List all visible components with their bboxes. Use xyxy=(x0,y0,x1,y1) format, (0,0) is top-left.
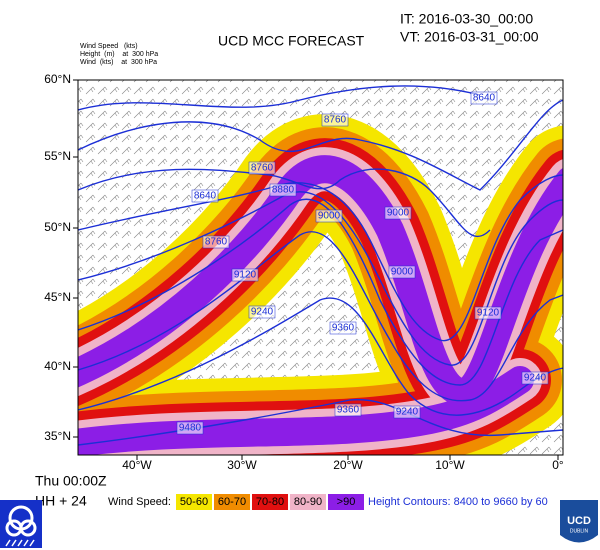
legend-line: Wind (kts) at 300 hPa xyxy=(80,59,157,66)
lead-time: HH + 24 xyxy=(35,493,87,509)
contour-label: 9240 xyxy=(396,407,419,418)
contour-label: 8880 xyxy=(272,185,295,196)
contour-label: 8760 xyxy=(324,115,347,126)
lat-label: 50°N xyxy=(44,220,71,234)
init-time: IT: 2016-03-30_00:00 xyxy=(400,11,533,27)
wind-bin-swatch xyxy=(290,494,326,510)
contour-label-box xyxy=(521,371,549,385)
logo-name: UCD xyxy=(567,515,591,527)
contour-label-box xyxy=(269,183,297,197)
contour-label-box xyxy=(315,209,343,223)
contour-label: 8760 xyxy=(205,237,228,248)
lon-label: 0° xyxy=(552,458,564,472)
contour-label: 9360 xyxy=(332,323,355,334)
lat-label: 55°N xyxy=(44,149,71,163)
wind-bin-label: 80-90 xyxy=(294,496,322,508)
contour-label-box xyxy=(474,306,502,320)
contour-label: 9000 xyxy=(318,211,341,222)
wind-bin-label: >90 xyxy=(337,496,356,508)
wind-bin-label: 50-60 xyxy=(180,496,208,508)
wind-speed-label: Wind Speed: xyxy=(108,496,171,508)
jet-band xyxy=(78,155,563,407)
contour-label-box xyxy=(248,305,276,319)
lon-label: 30°W xyxy=(227,458,257,472)
lon-label: 10°W xyxy=(435,458,465,472)
contour-label-box xyxy=(231,268,259,282)
contour-label: 9120 xyxy=(234,270,257,281)
contour-label: 9240 xyxy=(251,307,274,318)
jet-stream xyxy=(78,114,563,455)
contour-label: 9000 xyxy=(391,267,414,278)
lat-label: 35°N xyxy=(44,429,71,443)
contour-label-layer: 8640 8760 8760 8880 8640 8760 9000 9000 9000 9120… xyxy=(176,91,549,435)
logo-place: DUBLIN xyxy=(570,528,589,534)
contour-label-box xyxy=(329,321,357,335)
wind-bin-label: 70-80 xyxy=(256,496,284,508)
contour-label-box xyxy=(334,403,362,417)
contour-label: 9000 xyxy=(387,208,410,219)
lon-label: 40°W xyxy=(122,458,152,472)
mcc-logo xyxy=(0,500,42,548)
lon-label: 20°W xyxy=(333,458,363,472)
contours-note: Height Contours: 8400 to 9660 by 60 xyxy=(368,496,548,508)
contour-label-box xyxy=(388,265,416,279)
wind-bin-swatch xyxy=(176,494,212,510)
contour-label-box xyxy=(321,113,349,127)
legend-line: Wind Speed (kts) xyxy=(80,43,138,50)
wind-bin-swatch xyxy=(252,494,288,510)
wind-bin-label: 60-70 xyxy=(218,496,246,508)
contour-label: 8640 xyxy=(473,93,496,104)
contour-label-box xyxy=(393,405,421,419)
map-area: 8640 8760 8760 8880 8640 8760 9000 9000 9000 9120… xyxy=(78,80,563,455)
graticule-labels: 60°N 55°N 50°N 45°N 40°N 35°N 40°W 30°W 20°W 10°W… xyxy=(44,72,564,472)
contour-label: 8760 xyxy=(251,163,274,174)
valid-time: VT: 2016-03-31_00:00 xyxy=(400,29,539,45)
wind-bin-swatch xyxy=(214,494,250,510)
contour-label-box xyxy=(248,161,276,175)
height-contours xyxy=(78,85,563,446)
contour-label-box xyxy=(202,235,230,249)
contour-label: 9480 xyxy=(179,423,202,434)
wind-legend: 50-60 60-70 70-80 80-90 >90 xyxy=(176,494,364,510)
contour-label: 8640 xyxy=(194,191,217,202)
day-time: Thu 00:00Z xyxy=(35,473,107,489)
contour-label-box xyxy=(176,421,204,435)
contour-label: 9240 xyxy=(524,373,547,384)
contour-label-box xyxy=(191,189,219,203)
map-frame xyxy=(77,79,564,456)
lat-label: 40°N xyxy=(44,359,71,373)
ucd-logo: UCD DUBLIN xyxy=(560,500,598,543)
contour-label-box xyxy=(384,206,412,220)
contour-label-box xyxy=(470,91,498,105)
jet-band xyxy=(78,366,534,455)
contour-label: 9360 xyxy=(337,405,360,416)
lat-label: 60°N xyxy=(44,72,71,86)
wind-bin-swatch xyxy=(328,494,364,510)
title: UCD MCC FORECAST xyxy=(218,33,365,49)
lat-label: 45°N xyxy=(44,290,71,304)
legend-line: Height (m) at 300 hPa xyxy=(80,51,158,58)
contour-label: 9120 xyxy=(477,308,500,319)
